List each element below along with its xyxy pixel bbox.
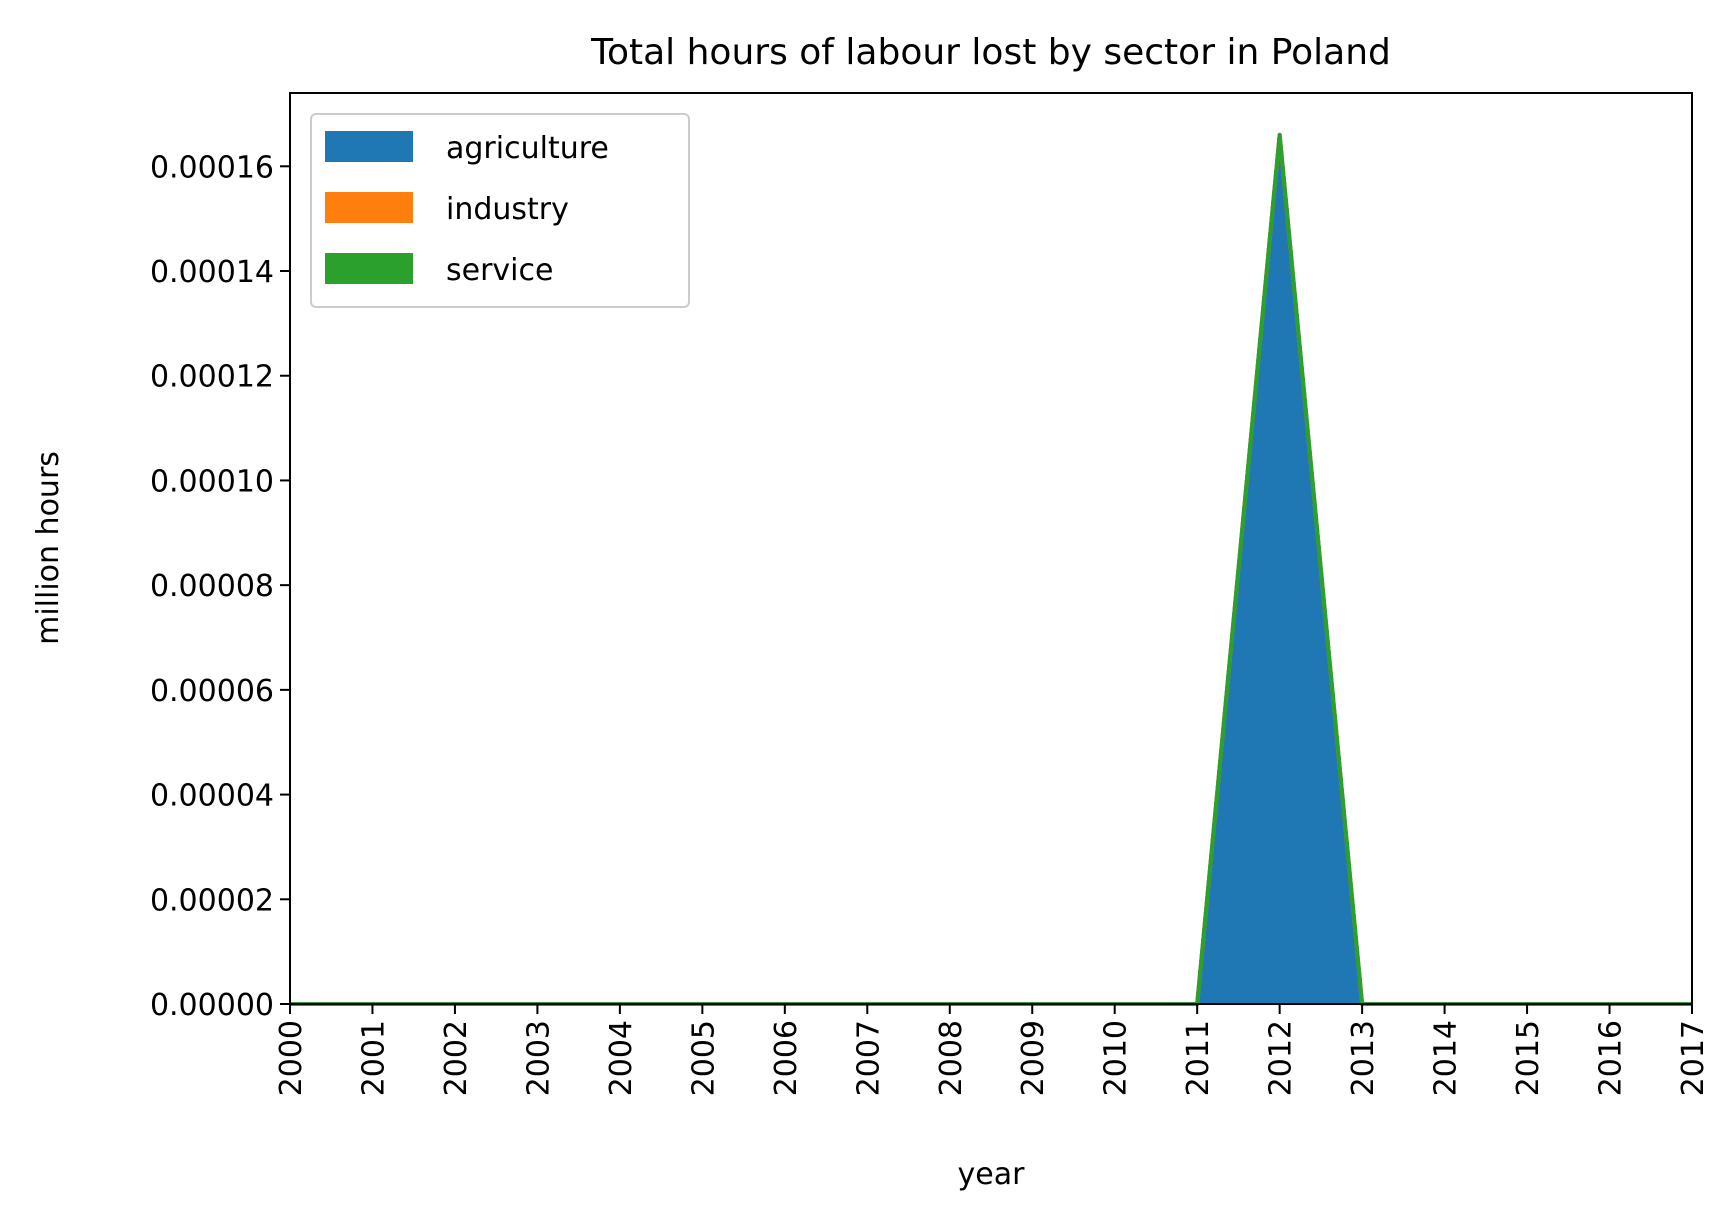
x-tick-label: 2002 <box>439 1020 474 1096</box>
x-tick-label: 2003 <box>521 1020 556 1096</box>
y-tick-label: 0.00006 <box>150 674 274 709</box>
chart-title: Total hours of labour lost by sector in … <box>590 32 1391 73</box>
legend-label-industry: industry <box>446 192 569 227</box>
x-tick-label: 2005 <box>686 1020 721 1096</box>
x-tick-label: 2015 <box>1511 1020 1546 1096</box>
legend-label-service: service <box>446 253 553 288</box>
plot-frame <box>289 92 1693 1005</box>
y-tick-label: 0.00004 <box>150 779 274 814</box>
x-tick-label: 2010 <box>1099 1020 1134 1096</box>
x-tick-label: 2012 <box>1264 1020 1299 1096</box>
legend-label-agriculture: agriculture <box>446 131 609 166</box>
x-tick-label: 2004 <box>604 1020 639 1096</box>
y-tick-label: 0.00008 <box>150 569 274 604</box>
x-axis-title: year <box>958 1157 1026 1192</box>
x-tick-label: 2000 <box>274 1020 309 1096</box>
x-tick-label: 2007 <box>851 1020 886 1096</box>
x-tick-label: 2014 <box>1429 1020 1464 1096</box>
y-tick-label: 0.00014 <box>150 255 274 290</box>
x-tick-label: 2013 <box>1346 1020 1381 1096</box>
x-tick-label: 2016 <box>1594 1020 1629 1096</box>
x-tick-label: 2009 <box>1016 1020 1051 1096</box>
legend-swatch-agriculture <box>325 131 413 162</box>
y-tick-label: 0.00010 <box>150 464 274 499</box>
x-axis: 2000 2001 2002 2003 2004 2005 2006 2007 2008 2009… <box>274 1004 1711 1096</box>
x-tick-label: 2001 <box>356 1020 391 1096</box>
y-tick-label: 0.00000 <box>150 988 274 1023</box>
x-tick-label: 2006 <box>769 1020 804 1096</box>
legend-swatch-industry <box>325 192 413 223</box>
y-tick-label: 0.00016 <box>150 150 274 185</box>
y-tick-label: 0.00002 <box>150 883 274 918</box>
x-tick-label: 2008 <box>934 1020 969 1096</box>
y-tick-label: 0.00012 <box>150 360 274 395</box>
legend-swatch-service <box>325 253 413 284</box>
x-tick-label: 2011 <box>1181 1020 1216 1096</box>
legend: agriculture industry service <box>310 113 690 308</box>
y-axis: 0.00000 0.00002 0.00004 0.00006 0.00008 0.000… <box>150 150 290 1023</box>
x-tick-label: 2017 <box>1676 1020 1711 1096</box>
y-axis-title: million hours <box>31 451 66 645</box>
